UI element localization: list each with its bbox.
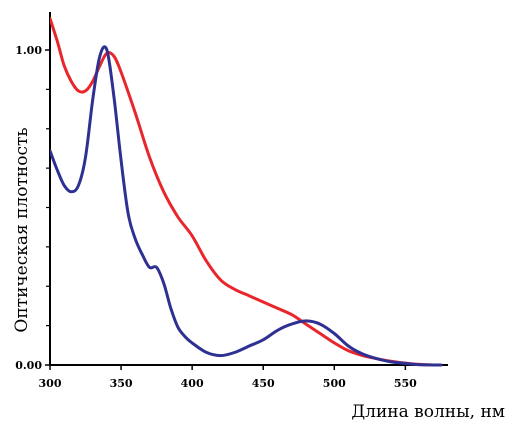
x-tick-label: 350: [110, 377, 133, 390]
x-tick-label: 450: [252, 377, 275, 390]
x-tick-label: 550: [394, 377, 417, 390]
x-tick-label: 300: [39, 377, 62, 390]
y-tick-label: 1.00: [15, 44, 42, 57]
series-line-1: [50, 17, 443, 367]
series-group: [50, 17, 443, 367]
x-tick-label: 500: [323, 377, 346, 390]
x-tick-label: 400: [181, 377, 204, 390]
x-axis-title: Длина волны, нм: [351, 402, 505, 422]
ticks-group: 300 350 400 450 500 550 0.00 1.00: [15, 44, 417, 390]
axes: [49, 12, 448, 366]
series-line-2: [50, 45, 443, 367]
y-tick-label: 0.00: [15, 359, 42, 372]
y-axis-title: Оптическая плотность: [12, 127, 32, 332]
